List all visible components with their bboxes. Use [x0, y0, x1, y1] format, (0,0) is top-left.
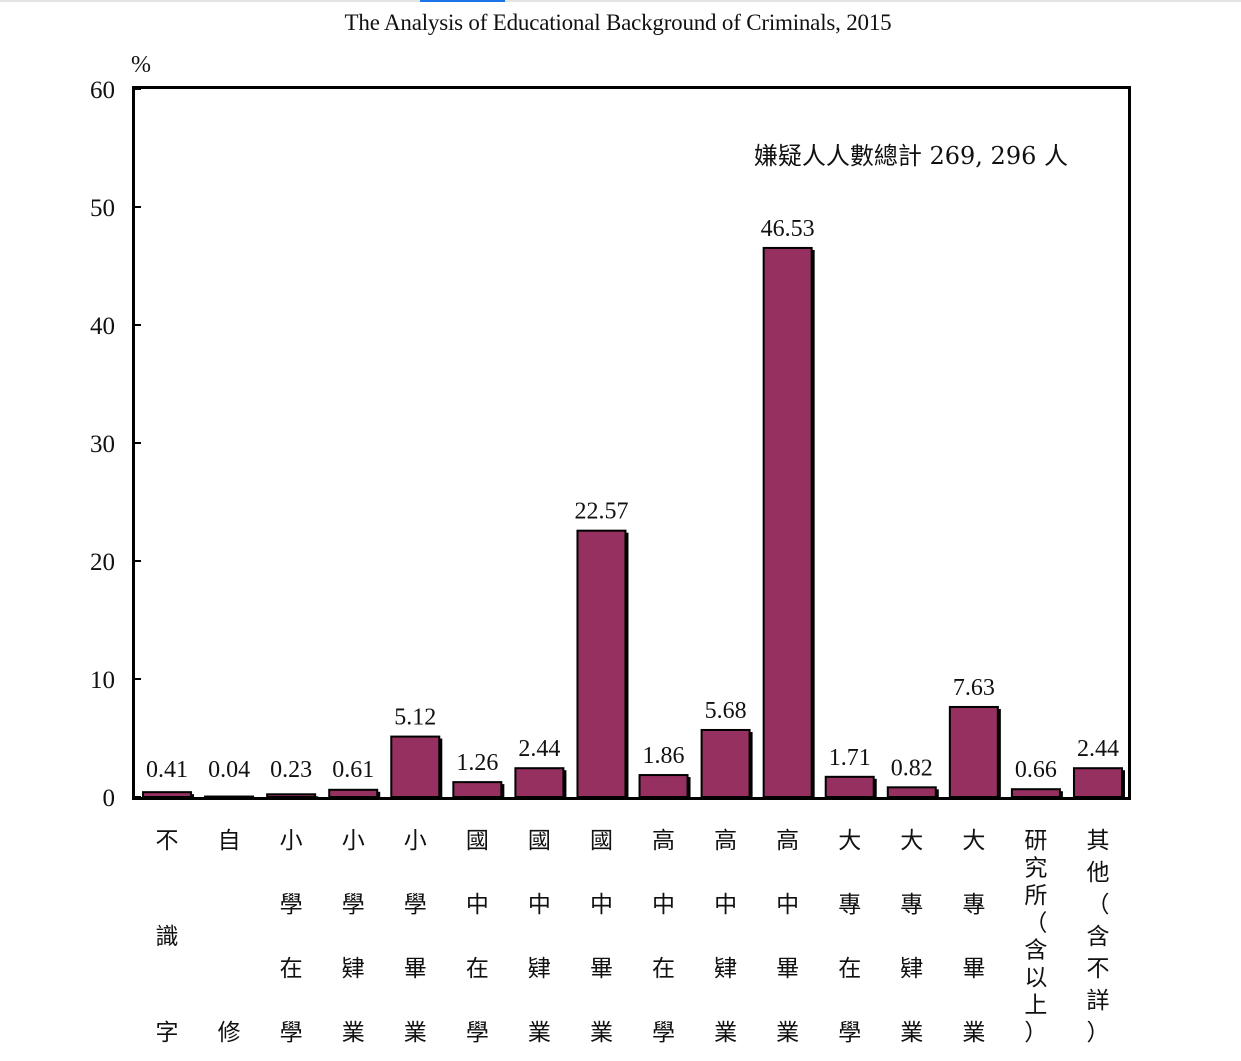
y-tick-label: 20 [90, 549, 115, 576]
bar-value-label: 0.61 [332, 757, 374, 783]
category-label: 不識字 [156, 828, 179, 1046]
bar-value-label: 0.41 [146, 757, 188, 783]
y-tick-label: 0 [103, 785, 116, 812]
bar-value-label: 1.26 [456, 750, 498, 776]
y-tick-label: 50 [90, 195, 115, 222]
bar [948, 705, 999, 798]
category-label: 自修 [218, 828, 241, 1046]
category-label: 小學畢業 [404, 828, 427, 1046]
bar [328, 788, 379, 799]
category-label: 小學在學 [280, 828, 303, 1046]
bar-group [142, 246, 1125, 799]
category-label: 高中肄業 [714, 828, 737, 1046]
bar [452, 781, 503, 799]
y-tick-label: 40 [90, 313, 115, 340]
category-label: 小學肄業 [342, 828, 365, 1046]
plot-frame [132, 86, 1131, 800]
category-label: 大專肄業 [900, 828, 923, 1046]
bar [1010, 788, 1061, 798]
bar [1072, 767, 1123, 799]
y-tick-label: 10 [90, 667, 115, 694]
category-label: 高中在學 [652, 828, 675, 1046]
value-labels: 0.41 0.04 0.23 0.61 5.12 1.26 2.44 22.57 1.86 5.6… [146, 216, 1119, 783]
category-label: 國中畢業 [590, 828, 613, 1046]
category-label: 國中肄業 [528, 828, 551, 1046]
category-label: 大專在學 [838, 828, 861, 1046]
bar-value-label: 2.44 [1077, 736, 1119, 762]
bar-value-label: 5.12 [394, 705, 436, 731]
top-accent [420, 0, 505, 2]
bar [142, 791, 193, 798]
bar-value-label: 1.71 [829, 745, 871, 771]
category-label: 其他（含不詳） [1086, 828, 1109, 1046]
bar [576, 529, 627, 798]
total-suspects-annotation: 嫌疑人人數總計 269, 296 人 [754, 142, 1068, 170]
bar-value-label: 0.82 [891, 755, 933, 781]
bar-value-label: 2.44 [518, 736, 560, 762]
bar-value-label: 0.66 [1015, 757, 1057, 783]
bar-value-label: 46.53 [761, 216, 815, 242]
bar [700, 728, 751, 799]
category-labels: 不識字 自修 小學在學 小學肄業 小學畢業 國中在學 國中肄業 國中畢業 高中在學 高中肄業 高中畢… [156, 828, 1110, 1046]
chart-title: The Analysis of Educational Background o… [344, 10, 892, 35]
y-axis-unit: % [131, 52, 151, 78]
category-label: 研究所（含以上） [1024, 828, 1047, 1046]
bar [266, 793, 317, 799]
bar-value-label: 5.68 [705, 698, 747, 724]
bar [824, 775, 875, 799]
bar [390, 735, 441, 798]
bar-value-label: 0.04 [208, 757, 250, 783]
bar-value-label: 22.57 [574, 499, 628, 525]
bar [514, 767, 565, 799]
category-label: 大專畢業 [962, 828, 985, 1046]
bar [638, 774, 689, 799]
bar-value-label: 7.63 [953, 675, 995, 701]
category-label: 國中在學 [466, 828, 489, 1046]
bar-value-label: 1.86 [643, 743, 685, 769]
y-tick-label: 60 [90, 77, 115, 104]
bar [762, 246, 813, 799]
y-tick-label: 30 [90, 431, 115, 458]
bar-value-label: 0.23 [270, 757, 312, 783]
y-axis: 0 10 20 30 40 50 60 [90, 77, 141, 812]
top-border [0, 0, 1241, 2]
category-label: 高中畢業 [776, 828, 799, 1046]
bar [886, 786, 937, 798]
